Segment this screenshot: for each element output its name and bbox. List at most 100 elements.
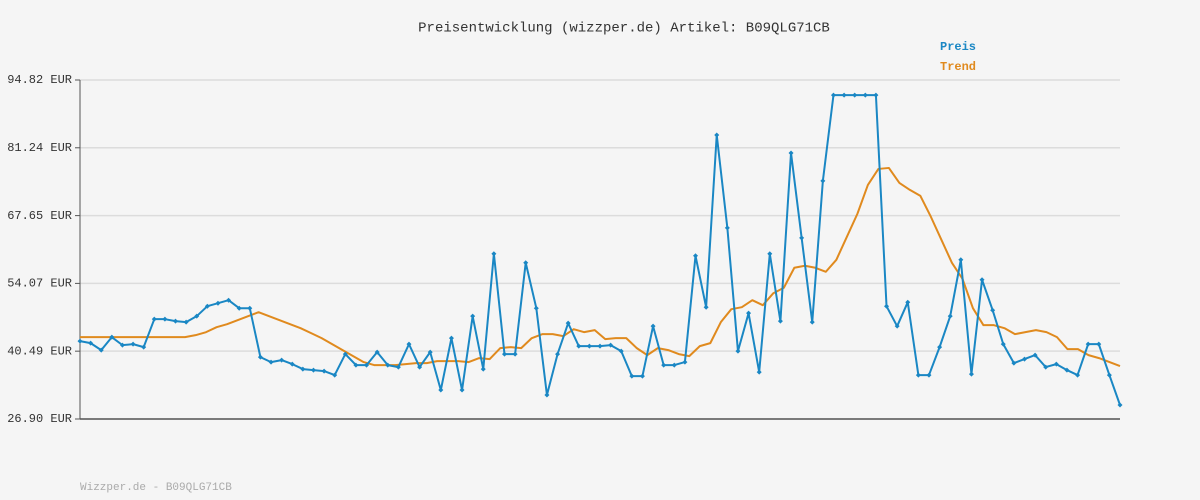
point-marker — [88, 340, 94, 346]
point-marker — [746, 310, 752, 316]
point-marker — [427, 349, 433, 355]
point-marker — [820, 178, 826, 184]
point-marker — [862, 92, 868, 98]
point-marker — [544, 392, 550, 398]
point-marker — [77, 338, 83, 344]
point-marker — [809, 319, 815, 325]
point-marker — [173, 318, 179, 324]
point-marker — [141, 344, 147, 350]
point-marker — [1064, 367, 1070, 373]
point-marker — [448, 335, 454, 341]
point-marker — [1000, 341, 1006, 347]
point-marker — [1021, 356, 1027, 362]
point-marker — [1085, 341, 1091, 347]
legend-label: Trend — [940, 60, 976, 74]
point-marker — [289, 361, 295, 367]
point-marker — [671, 362, 677, 368]
point-marker — [342, 351, 348, 357]
point-marker — [565, 320, 571, 326]
point-marker — [236, 305, 242, 311]
point-marker — [937, 344, 943, 350]
point-marker — [968, 371, 974, 377]
y-tick-label: 94.82 EUR — [7, 73, 72, 87]
point-marker — [735, 348, 741, 354]
point-marker — [618, 348, 624, 354]
point-marker — [417, 364, 423, 370]
point-marker — [279, 357, 285, 363]
point-marker — [215, 300, 221, 306]
point-marker — [194, 313, 200, 319]
point-marker — [1075, 372, 1081, 378]
point-marker — [247, 305, 253, 311]
point-marker — [130, 341, 136, 347]
point-marker — [98, 347, 104, 353]
y-tick-label: 40.49 EUR — [7, 344, 72, 358]
point-marker — [629, 373, 635, 379]
point-marker — [555, 351, 561, 357]
point-marker — [714, 132, 720, 138]
point-marker — [873, 92, 879, 98]
point-marker — [777, 318, 783, 324]
point-marker — [958, 257, 964, 263]
point-marker — [1043, 364, 1049, 370]
point-marker — [724, 225, 730, 231]
point-marker — [523, 260, 529, 266]
point-marker — [852, 92, 858, 98]
point-marker — [905, 299, 911, 305]
point-marker — [162, 316, 168, 322]
point-marker — [661, 362, 667, 368]
point-marker — [501, 351, 507, 357]
point-marker — [300, 366, 306, 372]
point-marker — [894, 323, 900, 329]
point-marker — [979, 277, 985, 283]
point-marker — [1032, 352, 1038, 358]
point-marker — [576, 343, 582, 349]
point-marker — [395, 364, 401, 370]
point-marker — [321, 368, 327, 374]
point-marker — [586, 343, 592, 349]
point-marker — [109, 334, 115, 340]
point-marker — [470, 313, 476, 319]
point-marker — [1053, 361, 1059, 367]
point-marker — [682, 359, 688, 365]
point-marker — [491, 251, 497, 257]
point-marker — [204, 303, 210, 309]
y-tick-label: 54.07 EUR — [7, 277, 72, 291]
point-marker — [1106, 372, 1112, 378]
point-marker — [915, 372, 921, 378]
point-marker — [310, 367, 316, 373]
point-marker — [639, 373, 645, 379]
point-marker — [257, 354, 263, 360]
point-marker — [183, 319, 189, 325]
footer: Wizzper.de - B09QLG71CB — [80, 482, 232, 494]
point-marker — [374, 349, 380, 355]
point-marker — [332, 372, 338, 378]
y-tick-label: 67.65 EUR — [7, 209, 72, 223]
point-marker — [533, 305, 539, 311]
point-marker — [151, 316, 157, 322]
point-marker — [884, 303, 890, 309]
legend-label: Preis — [940, 40, 976, 54]
point-marker — [830, 92, 836, 98]
point-marker — [480, 366, 486, 372]
point-marker — [438, 387, 444, 393]
point-marker — [1117, 402, 1123, 408]
point-marker — [385, 362, 391, 368]
y-tick-label: 81.24 EUR — [7, 141, 72, 155]
point-marker — [406, 341, 412, 347]
point-marker — [947, 313, 953, 319]
point-marker — [1011, 360, 1017, 366]
point-marker — [597, 343, 603, 349]
point-marker — [119, 342, 125, 348]
point-marker — [650, 323, 656, 329]
point-marker — [226, 297, 232, 303]
point-marker — [703, 304, 709, 310]
point-marker — [459, 387, 465, 393]
point-marker — [1096, 341, 1102, 347]
point-marker — [799, 235, 805, 241]
point-marker — [767, 251, 773, 257]
point-marker — [364, 362, 370, 368]
y-tick-label: 26.90 EUR — [7, 412, 72, 426]
